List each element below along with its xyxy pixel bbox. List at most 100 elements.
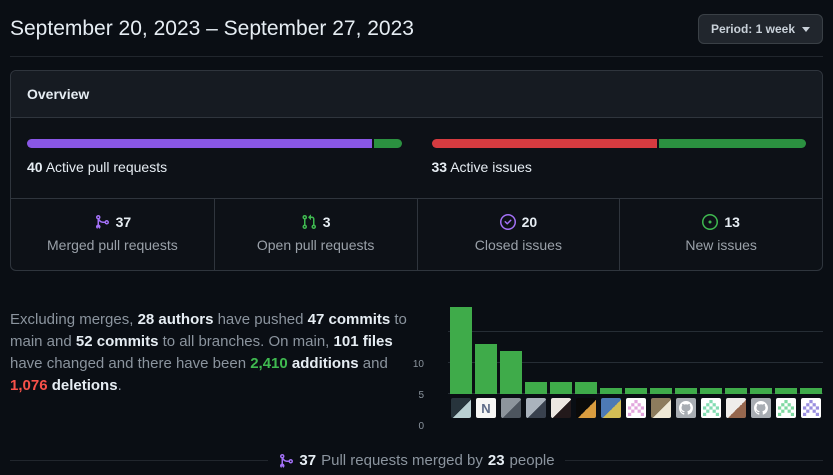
merged-count: 37 [299, 452, 317, 469]
avatar-slot [550, 398, 572, 418]
git-merge-icon [278, 453, 294, 469]
overview-card: Overview 40 Active pull requests 33 Activ… [10, 70, 823, 271]
commit-bar-author-4 [525, 381, 547, 394]
summary-segment: and [358, 355, 388, 372]
summary-segment: Excluding merges, [10, 311, 138, 328]
divider-line [10, 460, 269, 461]
avatar-letter: N [481, 400, 491, 416]
y-tick-label: 5 [418, 390, 424, 401]
pull-requests-meter-segment [373, 139, 402, 148]
octocat-icon [679, 401, 693, 415]
identicon [803, 400, 819, 416]
commit-bar-author-3 [500, 350, 522, 394]
avatar-slot [725, 398, 747, 418]
contributor-avatar-8[interactable] [626, 398, 646, 418]
stat-new-issues[interactable]: 13 New issues [619, 199, 822, 270]
merged-text: Pull requests merged by [321, 452, 483, 469]
issues-meter-segment [431, 139, 658, 148]
stat-label: Closed issues [474, 237, 562, 253]
contributor-avatar-12[interactable] [726, 398, 746, 418]
stat-closed-issues[interactable]: 20 Closed issues [416, 199, 620, 270]
people-text: people [509, 452, 555, 469]
period-select-button[interactable]: Period: 1 week [697, 14, 823, 44]
avatar-slot [775, 398, 797, 418]
commit-bar-author-7 [600, 387, 622, 394]
avatar-slot [800, 398, 822, 418]
contributor-avatar-1[interactable] [451, 398, 471, 418]
activity-meters: 40 Active pull requests 33 Active issues [11, 118, 822, 198]
author-avatar-row: N [450, 398, 822, 418]
avatar-slot [500, 398, 522, 418]
overview-card-title: Overview [11, 71, 822, 118]
contributor-avatar-13[interactable] [751, 398, 771, 418]
divider-line [564, 460, 824, 461]
stat-merged-pull-requests[interactable]: 37 Merged pull requests [11, 199, 214, 270]
issue-opened-icon [702, 214, 719, 230]
avatar-slot [575, 398, 597, 418]
commit-bar-author-15 [800, 387, 822, 394]
summary-segment: 52 commits [75, 333, 159, 350]
commit-bar-author-14 [775, 387, 797, 394]
summary-segment: to main and [10, 311, 407, 350]
stat-value: 20 [521, 214, 538, 230]
people-count: 23 [487, 452, 505, 469]
chart-plot-area [448, 301, 823, 394]
commit-bar-author-11 [700, 387, 722, 394]
contributor-avatar-10[interactable] [676, 398, 696, 418]
summary-segment: have pushed [213, 311, 308, 328]
merged-summary-content: 37 Pull requests merged by 23 people [278, 452, 555, 469]
summary-segment: 2,410 [250, 355, 288, 372]
commit-bar-author-12 [725, 387, 747, 394]
commit-bar-author-13 [750, 387, 772, 394]
merged-summary-footer: 37 Pull requests merged by 23 people [10, 452, 824, 469]
commits-per-author-chart: N 0 5 10 [413, 301, 823, 432]
contributor-avatar-6[interactable] [576, 398, 596, 418]
commit-bar-author-5 [550, 381, 572, 394]
summary-segment: deletions [51, 377, 118, 394]
pull-requests-meter-label: 40 Active pull requests [27, 159, 168, 175]
avatar-slot [450, 398, 472, 418]
avatar-slot [750, 398, 772, 418]
contributor-avatar-4[interactable] [526, 398, 546, 418]
identicon [628, 400, 644, 416]
avatar-slot [525, 398, 547, 418]
stat-label: New issues [685, 237, 757, 253]
contributor-avatar-11[interactable] [701, 398, 721, 418]
y-tick-label: 10 [412, 359, 424, 370]
avatar-slot [675, 398, 697, 418]
summary-segment: to all branches. On main, [158, 333, 334, 350]
commit-bar-author-10 [675, 387, 697, 394]
commit-bar-author-2 [475, 344, 497, 394]
avatar-slot [700, 398, 722, 418]
summary-segment: 101 files [333, 333, 393, 350]
gridline-5 [448, 362, 823, 363]
chevron-down-icon [802, 26, 810, 32]
contributor-avatar-14[interactable] [776, 398, 796, 418]
summary-segment: have changed and there have been [10, 355, 251, 372]
stat-label: Merged pull requests [47, 237, 178, 253]
contributor-avatar-3[interactable] [501, 398, 521, 418]
stat-open-pull-requests[interactable]: 3 Open pull requests [213, 199, 417, 270]
pull-requests-meter-segment [27, 139, 372, 148]
period-button-label: Period: 1 week [710, 22, 795, 36]
identicon [703, 400, 719, 416]
contributor-avatar-15[interactable] [801, 398, 821, 418]
contributor-avatar-9[interactable] [651, 398, 671, 418]
pull-requests-meter-column: 40 Active pull requests [27, 139, 402, 175]
avatar-slot [600, 398, 622, 418]
commit-bar-author-1 [450, 307, 472, 394]
contributor-avatar-2[interactable]: N [476, 398, 496, 418]
pulse-header: September 20, 2023 – September 27, 2023 … [10, 12, 823, 57]
avatar-slot [625, 398, 647, 418]
commit-bar-author-8 [625, 387, 647, 394]
bar-series [450, 301, 822, 394]
contributor-avatar-7[interactable] [601, 398, 621, 418]
summary-segment: . [117, 377, 122, 394]
gridline-10 [448, 331, 823, 332]
issues-meter-label: 33 Active issues [431, 159, 532, 175]
contributor-avatar-5[interactable] [551, 398, 571, 418]
avatar-slot [650, 398, 672, 418]
summary-segment: 1,076 [10, 377, 48, 394]
stat-value: 13 [724, 214, 740, 230]
